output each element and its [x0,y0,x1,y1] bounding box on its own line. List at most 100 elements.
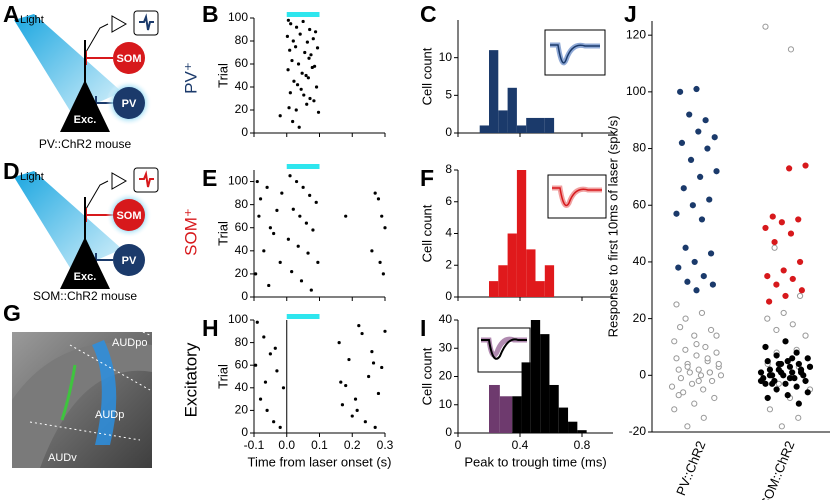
point [802,332,809,339]
point [773,281,780,288]
point [795,216,802,223]
electrode [85,23,109,53]
point [786,363,794,370]
area-label: AUDpo [112,337,147,349]
point [773,386,780,393]
x-tick-label: 0.1 [311,438,328,452]
point [784,392,791,399]
spike [265,185,269,189]
point [766,366,774,373]
spike [288,91,292,95]
y-tick-label: 2 [445,257,452,271]
pv-label: PV [122,98,137,110]
point [707,326,715,334]
area-label: AUDv [48,452,77,464]
point [688,380,696,387]
point [677,375,685,382]
point [764,394,771,402]
y-tick-label: 80 [633,141,647,155]
y-tick-label: 80 [235,33,249,47]
point [773,326,780,334]
spike [380,365,384,370]
x-axis-label: Time from laser onset (s) [248,454,392,469]
y-tick-label: 40 [235,79,249,93]
point [769,380,776,387]
point [802,377,809,385]
spike [298,32,302,36]
inset-frame [547,174,607,219]
spike [311,228,315,232]
point [766,406,774,413]
point [686,369,693,376]
spike [308,27,312,32]
spike [255,320,259,324]
histology: G AUDpo AUDp AUDv [3,300,153,468]
waveform-inset [544,29,606,76]
point [711,134,718,141]
point [700,273,707,280]
y-axis-label: Response to first 10ms of laser (spk/s) [605,116,620,338]
light-cone [14,171,122,271]
spike [363,420,367,424]
y-tick-label: 20 [439,369,453,383]
point [691,332,698,339]
y-tick-label: 20 [633,311,647,325]
spike [272,231,276,236]
point [673,355,680,362]
spike [344,383,348,388]
spike [291,207,295,211]
point [706,196,713,203]
x-tick-label: 0.3 [377,438,394,452]
spike [316,260,320,264]
boundary [69,344,151,391]
spike [304,221,308,225]
light-cone [14,14,122,114]
point [787,230,795,237]
y-tick-label: 0 [241,425,248,439]
row-label: PV⁺ [181,62,200,94]
point [762,23,769,30]
point [707,250,715,257]
spike [290,270,294,274]
som-cell [113,42,145,74]
spike [383,329,387,333]
pv-label: PV [122,255,137,267]
spike [291,39,295,43]
x-tick-label: 0.4 [512,438,529,452]
panel-letter: H [202,315,219,341]
spike [255,179,259,184]
spike [309,53,313,57]
panel-letter: C [420,1,437,27]
point [689,202,696,209]
amplifier [111,172,128,190]
point [697,173,704,180]
point [684,363,691,370]
spike [275,369,279,373]
spike [288,174,292,178]
spike [306,76,310,80]
point [773,352,780,359]
spike [308,96,312,101]
point [762,343,769,351]
point [706,369,713,376]
y-tick-label: 0 [445,289,452,303]
hist-bar [544,117,555,133]
spike [311,37,315,41]
y-tick-label: 40 [439,312,453,326]
row-label: SOM⁺ [181,208,200,256]
point [691,258,698,266]
point [797,369,805,376]
y-tick-label: 0 [445,125,452,139]
spike [360,331,364,336]
point [804,389,811,396]
spike [355,408,359,412]
point [766,298,773,305]
y-tick-label: 0 [639,367,646,381]
spike [281,386,286,390]
point [717,372,725,379]
spike [299,87,303,91]
spike [291,119,295,124]
spike [376,391,381,396]
x-tick-label: -0.1 [244,438,265,452]
hist-bar [489,281,499,297]
